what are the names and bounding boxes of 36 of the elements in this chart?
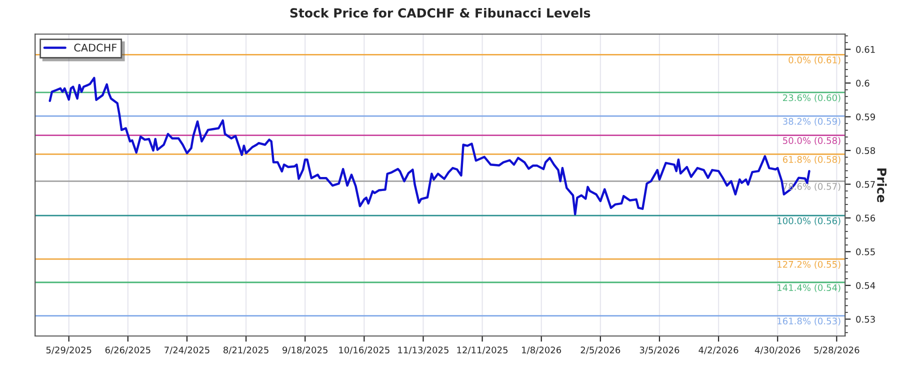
x-tick-label: 5/28/2026 <box>814 346 860 354</box>
y-tick-label: 0.6 <box>856 80 870 87</box>
ref-line-label: 161.8% (0.53) <box>778 317 840 326</box>
y-tick-label: 0.59 <box>856 113 875 120</box>
x-tick-label: 3/5/2026 <box>640 346 680 354</box>
y-tick-label: 0.54 <box>856 282 876 289</box>
ref-line-label: 0.0% (0.61) <box>788 56 840 64</box>
x-tick-label: 2/5/2026 <box>580 346 620 354</box>
legend-label: CADCHF <box>74 44 117 52</box>
x-tick-label: 4/2/2026 <box>698 346 738 354</box>
x-tick-label: 6/26/2025 <box>105 346 150 354</box>
ref-line-label: 38.2% (0.59) <box>783 118 840 126</box>
y-tick-label: 0.58 <box>856 147 875 154</box>
x-tick-label: 11/13/2025 <box>398 346 448 354</box>
x-tick-label: 10/16/2025 <box>339 346 390 354</box>
y-tick-label: 0.56 <box>856 214 876 222</box>
ref-line-label: 61.8% (0.58) <box>782 156 840 164</box>
x-tick-label: 12/11/2025 <box>457 346 508 354</box>
x-tick-label: 7/24/2025 <box>164 346 210 354</box>
line-series <box>48 76 810 216</box>
x-tick-label: 1/8/2026 <box>522 346 562 354</box>
y-tick-label: 0.61 <box>856 46 875 53</box>
y-tick-label: 0.55 <box>856 248 875 256</box>
x-tick-label: 9/18/2025 <box>282 346 328 354</box>
ref-line-label: 100.0% (0.56) <box>778 217 840 226</box>
ref-line-label: 141.4% (0.54) <box>778 284 840 292</box>
x-tick-label: 4/30/2026 <box>754 346 800 354</box>
ref-line-label: 23.6% (0.60) <box>783 94 840 102</box>
x-tick-label: 8/21/2025 <box>224 346 268 354</box>
y-tick-label: 0.57 <box>856 180 875 188</box>
ref-line-label: 127.2% (0.55) <box>778 260 840 269</box>
ref-line-label: 50.0% (0.58) <box>783 137 840 146</box>
chart-title: Stock Price for CADCHF & Fibunacci Levels <box>290 8 590 18</box>
y-axis-title: Price <box>877 168 887 202</box>
x-tick-label: 5/29/2025 <box>46 346 92 354</box>
y-tick-label: 0.53 <box>856 316 875 323</box>
